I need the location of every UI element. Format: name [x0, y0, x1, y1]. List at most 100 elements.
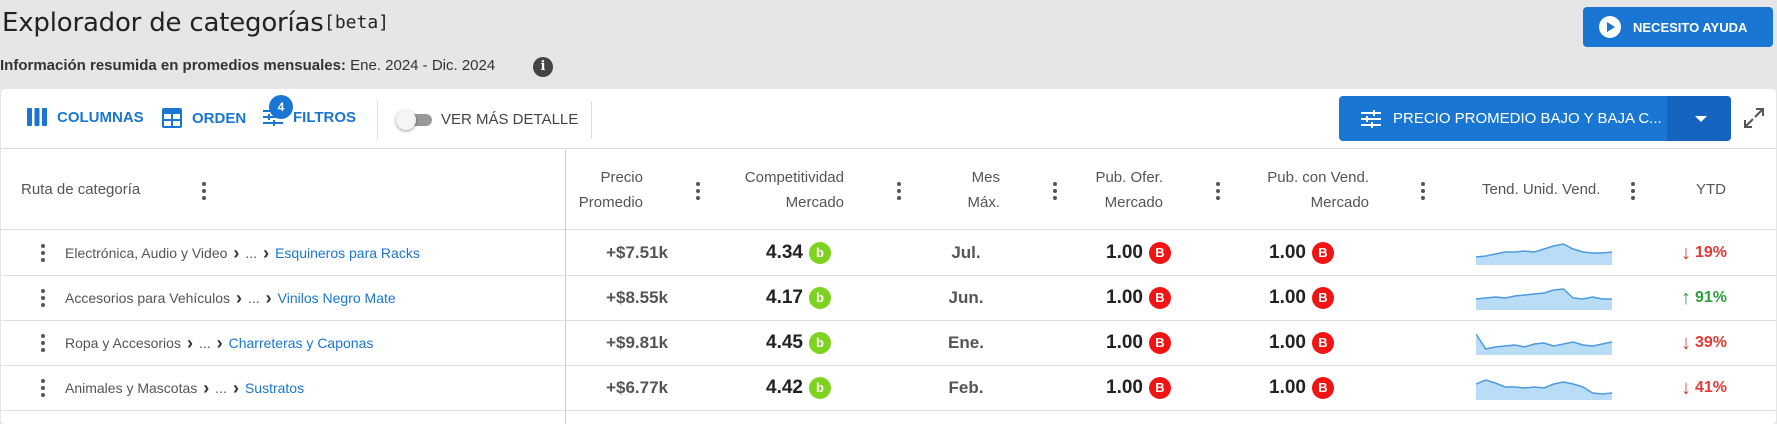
ytd-value: ↑ 91%	[1681, 276, 1751, 320]
category-path: Animales y Mascotas ›... › Sustratos	[65, 366, 304, 410]
category-root[interactable]: Accesorios para Vehículos	[65, 290, 230, 306]
sparkline-chart	[1476, 379, 1612, 400]
ytd-value: ↓ 19%	[1681, 231, 1751, 275]
header-month-line1: Mes	[971, 169, 1000, 186]
competitiveness-value: 4.45	[766, 332, 803, 353]
chevron-right-icon: ›	[235, 287, 242, 308]
table-row[interactable]: Ropa y Accesorios ›... › Charreteras y Capo…	[1, 321, 1776, 366]
header-pub-seller[interactable]: Pub. con Vend. Mercado	[1236, 165, 1369, 215]
header-competitiveness[interactable]: Competitividad Mercado	[721, 165, 844, 215]
detail-toggle-label[interactable]: VER MÁS DETALLE	[441, 111, 579, 128]
category-ellipsis[interactable]: ...	[247, 290, 260, 306]
more-vert-icon[interactable]	[1630, 182, 1636, 200]
table-row[interactable]: Animales y Mascotas ›... › Sustratos +$6.77k…	[1, 366, 1776, 411]
columns-button[interactable]: COLUMNAS	[27, 108, 144, 126]
pub-offer-value: 1.00	[1106, 332, 1143, 353]
pub-seller-value: 1.00	[1269, 377, 1306, 398]
header-price-line2: Promedio	[578, 194, 643, 211]
sparkline-line	[1476, 333, 1612, 350]
more-vert-icon[interactable]	[896, 182, 902, 200]
chevron-right-icon: ›	[203, 377, 210, 398]
category-ellipsis[interactable]: ...	[198, 335, 211, 351]
category-leaf-link[interactable]: Sustratos	[244, 380, 305, 396]
max-month: Feb.	[948, 378, 984, 397]
category-root[interactable]: Ropa y Accesorios	[65, 335, 181, 351]
max-month: Jul.	[951, 243, 981, 262]
arrow-down-icon: ↓	[1681, 331, 1691, 354]
header-ytd[interactable]: YTD	[1696, 181, 1726, 198]
pub-seller: 1.00 B	[1254, 276, 1334, 320]
max-month: Ene.	[948, 333, 984, 352]
category-leaf-link[interactable]: Vinilos Negro Mate	[277, 290, 396, 306]
more-vert-icon[interactable]	[1420, 182, 1426, 200]
table-icon	[162, 108, 182, 128]
table-row[interactable]: Accesorios para Vehículos ›... › Vinilos Ne…	[1, 276, 1776, 321]
sparkline-area	[1476, 289, 1612, 310]
toolbar-divider	[591, 101, 592, 139]
pub-offer: 1.00 B	[1091, 231, 1171, 275]
category-path: Electrónica, Audio y Video ›... › Esquinero…	[65, 231, 420, 275]
detail-toggle[interactable]	[396, 110, 432, 130]
trend-sparkline	[1476, 231, 1612, 275]
order-button[interactable]: ORDEN	[162, 108, 246, 128]
header-price[interactable]: Precio Promedio	[566, 165, 643, 215]
summary-range: Ene. 2024 - Dic. 2024	[350, 57, 496, 74]
chevron-right-icon: ›	[216, 332, 223, 353]
more-vert-icon[interactable]	[40, 334, 46, 352]
more-vert-icon[interactable]	[201, 182, 207, 200]
chevron-right-icon: ›	[263, 242, 270, 263]
header-path[interactable]: Ruta de categoría	[21, 181, 141, 198]
competitiveness-badge: b	[809, 377, 831, 399]
filters-count-badge: 4	[269, 95, 293, 119]
more-vert-icon[interactable]	[1052, 182, 1058, 200]
header-pub-offer[interactable]: Pub. Ofer. Mercado	[1071, 165, 1163, 215]
trend-sparkline	[1476, 321, 1612, 365]
category-leaf-link[interactable]: Esquineros para Racks	[275, 245, 420, 261]
competitiveness-badge: b	[809, 242, 831, 264]
category-leaf-link[interactable]: Charreteras y Caponas	[228, 335, 374, 351]
header-month[interactable]: Mes Máx.	[921, 165, 1000, 215]
chevron-right-icon: ›	[233, 242, 240, 263]
sparkline-line	[1476, 288, 1612, 300]
sort-select[interactable]: PRECIO PROMEDIO BAJO Y BAJA C...	[1339, 96, 1731, 141]
category-root[interactable]: Animales y Mascotas	[65, 380, 198, 396]
competitiveness-badge: b	[809, 287, 831, 309]
arrow-down-icon: ↓	[1681, 241, 1691, 264]
help-button-label: NECESITO AYUDA	[1633, 19, 1748, 35]
category-ellipsis[interactable]: ...	[215, 380, 227, 396]
pub-offer: 1.00 B	[1091, 366, 1171, 410]
header-pub1-line1: Pub. Ofer.	[1095, 169, 1163, 186]
help-button[interactable]: NECESITO AYUDA	[1583, 7, 1773, 47]
more-vert-icon[interactable]	[40, 244, 46, 262]
category-root[interactable]: Electrónica, Audio y Video	[65, 245, 228, 261]
competitiveness: 4.42 b	[751, 366, 831, 410]
more-vert-icon[interactable]	[695, 182, 701, 200]
avg-price: +$8.55k	[606, 288, 668, 307]
pub-offer-badge: B	[1149, 377, 1171, 399]
table-header: Ruta de categoría Precio Promedio Compet…	[1, 150, 1776, 230]
toolbar-divider	[377, 101, 378, 139]
chevron-down-icon[interactable]	[1667, 96, 1731, 141]
more-vert-icon[interactable]	[1215, 182, 1221, 200]
table-row[interactable]: Electrónica, Audio y Video ›... › Esquinero…	[1, 231, 1776, 276]
pub-offer-badge: B	[1149, 332, 1171, 354]
category-ellipsis[interactable]: ...	[245, 245, 258, 261]
expand-icon[interactable]	[1743, 107, 1765, 129]
header-trend[interactable]: Tend. Unid. Vend.	[1482, 181, 1601, 198]
competitiveness: 4.45 b	[751, 321, 831, 365]
arrow-down-icon: ↓	[1681, 376, 1691, 399]
beta-label: [beta]	[324, 12, 390, 33]
column-divider	[565, 150, 566, 424]
ytd-percent: 19%	[1695, 244, 1728, 261]
competitiveness-value: 4.34	[766, 242, 803, 263]
pub-seller: 1.00 B	[1254, 321, 1334, 365]
more-vert-icon[interactable]	[40, 289, 46, 307]
pub-offer-value: 1.00	[1106, 377, 1143, 398]
more-vert-icon[interactable]	[40, 379, 46, 397]
header-pub2-line1: Pub. con Vend.	[1267, 169, 1369, 186]
ytd-percent: 91%	[1695, 289, 1728, 306]
sparkline-chart	[1476, 333, 1612, 355]
sparkline-chart	[1476, 288, 1612, 310]
info-icon[interactable]: i	[533, 57, 553, 77]
chevron-right-icon: ›	[265, 287, 272, 308]
